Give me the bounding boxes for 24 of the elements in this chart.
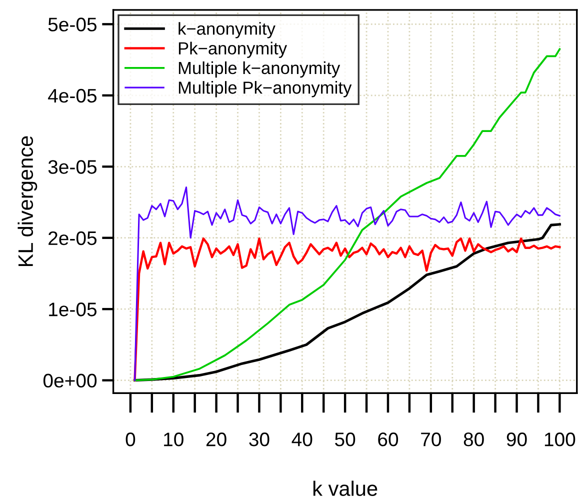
x-tick-label: 90: [506, 432, 527, 446]
legend-label: Pk−anonymity: [178, 42, 288, 58]
y-tick-label: 3e-05: [48, 160, 97, 174]
y-tick-label: 2e-05: [48, 231, 97, 246]
x-axis-title: k value: [313, 480, 378, 496]
x-tick-label: 100: [544, 432, 576, 446]
x-tick-label: 40: [292, 432, 312, 446]
x-tick-label: 10: [164, 432, 184, 446]
legend-label: Multiple k−anonymity: [178, 61, 340, 78]
line-series: [134, 186, 560, 382]
x-tick-label: 20: [206, 432, 226, 446]
y-axis-title: KL divergence: [18, 136, 38, 266]
y-tick-label: 4e-05: [48, 88, 97, 103]
x-tick-label: 50: [335, 432, 356, 446]
legend-label: k−anonymity: [178, 22, 276, 38]
x-tick-label: 30: [249, 432, 270, 446]
y-tick-label: 5e-05: [48, 18, 97, 32]
x-tick-label: 70: [421, 432, 441, 446]
x-tick-label: 0: [126, 432, 136, 446]
y-tick-label: 0e+00: [43, 374, 97, 388]
x-tick-label: 60: [378, 432, 398, 446]
x-tick-label: 80: [464, 432, 484, 446]
legend-label: Multiple Pk−anonymity: [178, 81, 352, 98]
y-tick-label: 1e-05: [49, 302, 97, 316]
